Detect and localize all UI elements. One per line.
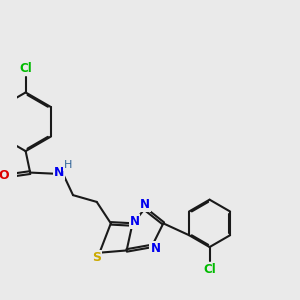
Text: N: N xyxy=(54,166,64,178)
Text: N: N xyxy=(150,242,161,255)
Text: H: H xyxy=(64,160,73,170)
Text: Cl: Cl xyxy=(19,62,32,75)
Text: N: N xyxy=(140,198,150,211)
Text: S: S xyxy=(92,251,101,264)
Text: N: N xyxy=(130,214,140,228)
Text: Cl: Cl xyxy=(203,263,216,276)
Text: O: O xyxy=(0,169,9,182)
